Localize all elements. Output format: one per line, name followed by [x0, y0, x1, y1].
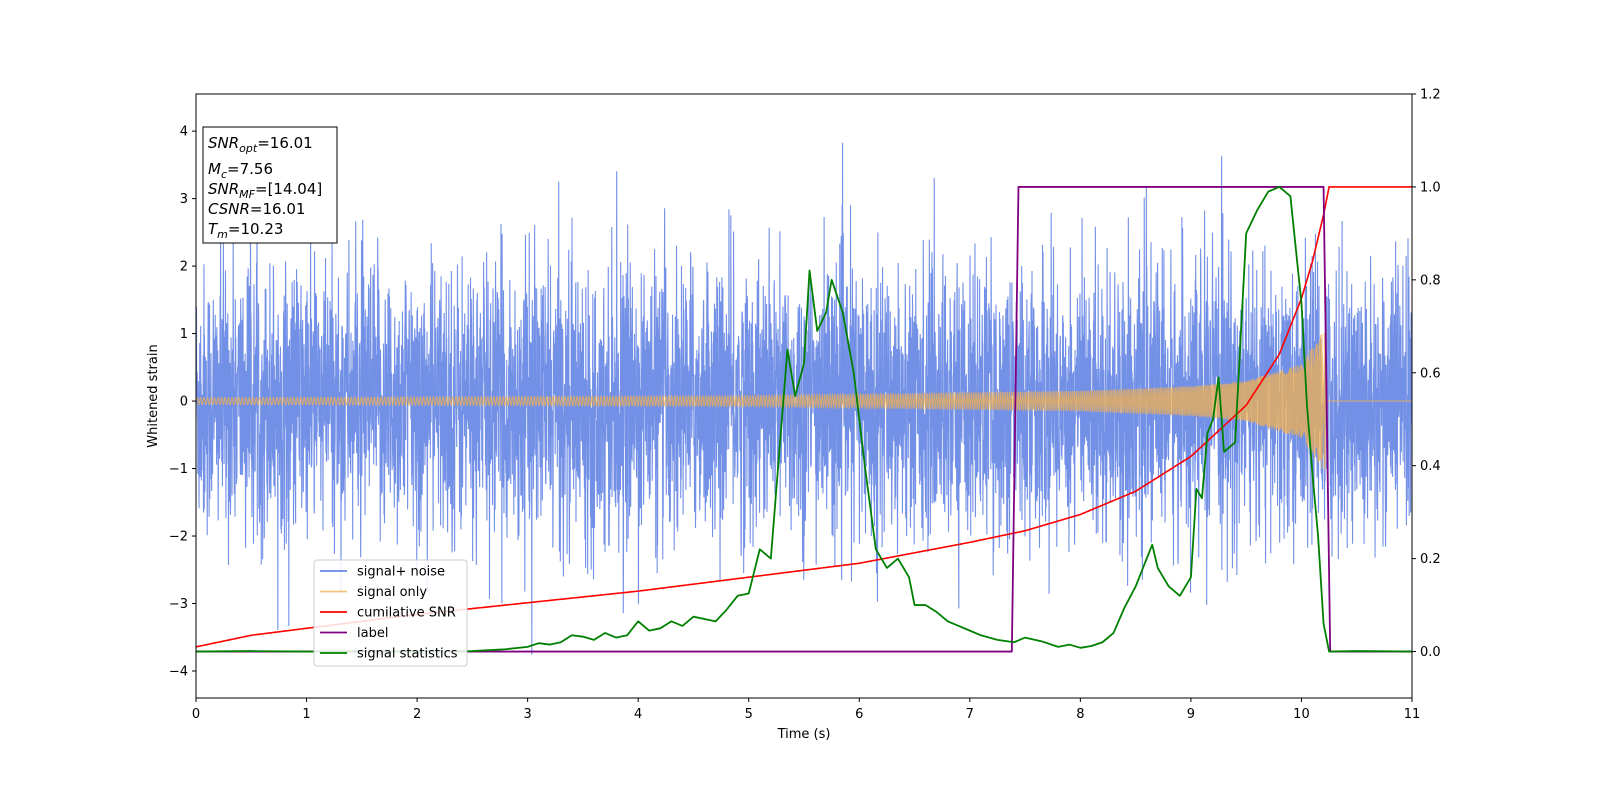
x-axis-label: Time (s) [777, 727, 831, 742]
legend: signal+ noise signal only cumilative SNR la… [313, 559, 468, 667]
annotation-row: SNRMF=[14.04] [208, 180, 322, 201]
annotation-value: =7.56 [227, 160, 273, 178]
y-left-tick-label: −2 [169, 530, 188, 545]
y-axis-label: Whitened strain [146, 344, 161, 447]
y-left-tick-label: −3 [169, 597, 188, 612]
annotation-frame [202, 126, 338, 244]
annotation-value: =10.23 [228, 220, 284, 238]
y-right-tick-label: 1.0 [1420, 180, 1441, 195]
x-tick-label: 4 [634, 707, 642, 722]
series-signal-only-line [196, 333, 1412, 470]
y-left-tick-label: 2 [180, 260, 188, 275]
y-right-tick-label: 0.2 [1420, 552, 1441, 567]
x-tick-label: 0 [192, 707, 200, 722]
x-axis: 0 1 2 3 4 5 6 7 8 9 10 11 [192, 698, 1420, 722]
x-tick-label: 9 [1187, 707, 1195, 722]
legend-entry-label: cumilative SNR [357, 606, 456, 621]
y-right-tick-label: 0.4 [1420, 459, 1441, 474]
y-axis-right: 1.2 1.0 0.8 0.6 0.4 0.2 0.0 [1412, 88, 1441, 660]
legend-entry-label: signal+ noise [357, 565, 445, 580]
y-left-tick-label: −4 [169, 665, 188, 680]
annotation-row: Tm=10.23 [208, 220, 283, 241]
legend-frame [313, 559, 468, 667]
annotation-box: SNRopt=16.01Mc=7.56SNRMF=[14.04]CSNR=16.… [202, 126, 338, 244]
x-tick-label: 8 [1076, 707, 1084, 722]
y-right-tick-label: 1.2 [1420, 88, 1441, 103]
y-left-tick-label: 3 [180, 192, 188, 207]
x-tick-label: 11 [1404, 707, 1421, 722]
annotation-row: SNRopt=16.01 [208, 134, 313, 155]
x-tick-label: 3 [523, 707, 531, 722]
x-tick-label: 6 [855, 707, 863, 722]
annotation-subscript: MF [239, 188, 255, 201]
annotation-value: =[14.04] [255, 180, 322, 198]
annotation-value: =16.01 [250, 200, 306, 218]
y-left-tick-label: 0 [180, 395, 188, 410]
annotation-name: SNR [208, 180, 239, 198]
legend-entry-label: label [357, 626, 388, 641]
annotation-subscript: opt [239, 142, 258, 155]
y-left-tick-label: 4 [180, 125, 188, 140]
y-axis-left: 4 3 2 1 0 −1 −2 −3 −4 [169, 125, 196, 680]
x-tick-label: 5 [745, 707, 753, 722]
series-signal-statistics-line [196, 186, 1412, 653]
annotation-name: CSNR [208, 200, 250, 218]
x-tick-label: 7 [966, 707, 974, 722]
x-tick-label: 1 [302, 707, 310, 722]
y-right-tick-label: 0.8 [1420, 273, 1441, 288]
annotation-subscript: m [217, 228, 228, 241]
series-signal-noise-line [196, 142, 1412, 655]
plot-frame [195, 93, 1413, 699]
y-right-tick-label: 0.6 [1420, 366, 1441, 381]
y-left-tick-label: −1 [169, 462, 188, 477]
annotation-row: CSNR=16.01 [208, 200, 305, 218]
annotation-name: M [208, 160, 221, 178]
annotation-name: SNR [208, 134, 239, 152]
x-tick-label: 10 [1293, 707, 1310, 722]
annotation-subscript: c [221, 168, 227, 181]
annotation-name: T [208, 220, 219, 238]
x-tick-label: 2 [413, 707, 421, 722]
y-left-tick-label: 1 [180, 327, 188, 342]
y-right-tick-label: 0.0 [1420, 645, 1441, 660]
legend-entry-label: signal statistics [357, 647, 458, 662]
annotation-value: =16.01 [257, 134, 313, 152]
legend-entry-label: signal only [357, 585, 427, 600]
annotation-row: Mc=7.56 [208, 160, 273, 181]
